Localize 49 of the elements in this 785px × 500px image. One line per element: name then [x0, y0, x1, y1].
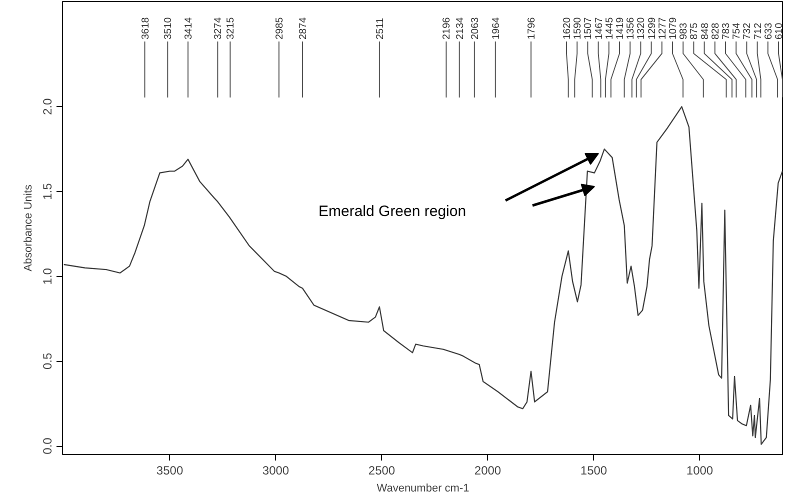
- annotation: 2511: [374, 18, 386, 40]
- annotation: 1356: [626, 16, 637, 40]
- annotation: 848: [700, 22, 711, 40]
- y-tick-label: 0.0: [40, 437, 54, 454]
- y-tick-label: 2.0: [40, 98, 54, 116]
- x-tick-label: 3500: [156, 464, 184, 478]
- annotation: 1299: [646, 16, 658, 40]
- annotation: 633: [763, 22, 774, 40]
- annotation: 2063: [470, 16, 481, 40]
- annotation: 1796: [526, 16, 538, 40]
- y-tick-label: 0.5: [40, 352, 54, 370]
- x-tick-label: 2000: [474, 464, 502, 478]
- x-axis-title: Wavenumber cm-1: [376, 482, 470, 494]
- x-tick-label: 3000: [262, 464, 290, 478]
- annotation: 783: [721, 22, 732, 40]
- annotation: 1277: [657, 16, 668, 40]
- y-tick-label: 1.5: [40, 182, 54, 200]
- x-tick-label: 1000: [686, 464, 714, 478]
- y-axis-title: Absorbance Units: [22, 184, 34, 272]
- annotation: 1467: [594, 16, 605, 40]
- annotation: 712: [752, 22, 764, 40]
- annotation: 3618: [140, 16, 152, 40]
- annotation: 2196: [442, 16, 453, 40]
- annotation: 3414: [184, 16, 194, 40]
- annotation: 3215: [226, 16, 237, 40]
- annotation: 1320: [636, 16, 648, 40]
- annotation: 610: [774, 22, 785, 40]
- annotation: 732: [742, 22, 754, 40]
- annotation: 2985: [274, 16, 286, 40]
- annotation: 1964: [490, 16, 502, 40]
- annotation: 1445: [604, 16, 616, 40]
- annotation: 1507: [583, 16, 594, 40]
- annotation: 1590: [572, 16, 584, 40]
- annotation: 983: [678, 22, 690, 40]
- annotation: 1419: [615, 16, 626, 40]
- x-tick-label: 2500: [368, 464, 396, 478]
- annotation: 3274: [213, 16, 224, 40]
- annotation: 875: [689, 22, 700, 40]
- annotation: 3510: [163, 16, 174, 40]
- annotation: 2874: [298, 16, 309, 40]
- line-series: [63, 106, 783, 445]
- annotation: 1620: [562, 16, 573, 40]
- annotation: 1079: [668, 16, 679, 40]
- annotation: 828: [710, 22, 722, 40]
- annotation: 2134: [454, 16, 466, 40]
- x-tick-label: 1500: [580, 464, 608, 478]
- annotation: Emerald Green region: [318, 203, 466, 220]
- y-tick-label: 1.0: [40, 268, 54, 285]
- annotation: 754: [732, 22, 743, 40]
